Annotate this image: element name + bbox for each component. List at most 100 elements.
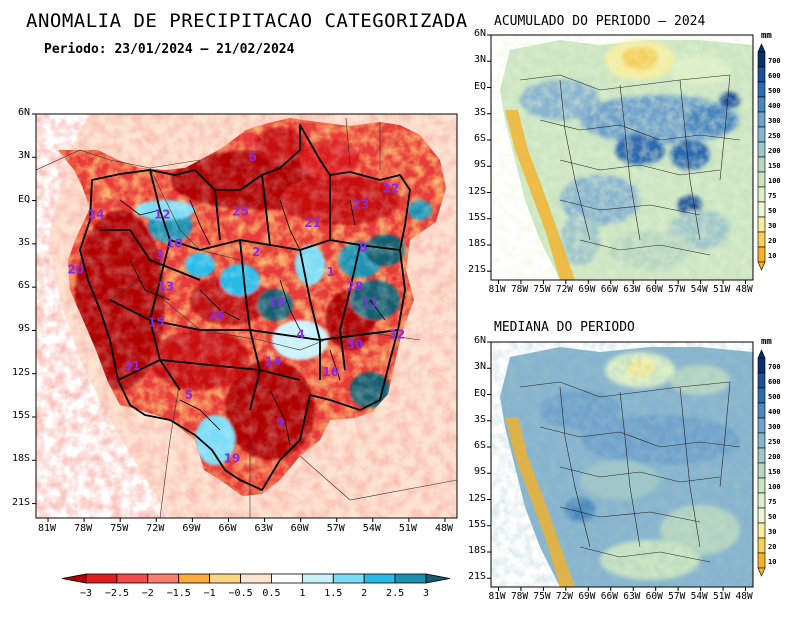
colorbar-label: −3 <box>79 588 93 599</box>
mm-tick-label: 300 <box>768 117 781 125</box>
mediana-map <box>491 342 753 587</box>
basin-label: 14 <box>265 355 282 369</box>
lat-tick-label: 3N <box>473 361 486 373</box>
mm-swatch <box>757 357 766 374</box>
mm-tick-label: 100 <box>768 177 781 185</box>
colorbar-label: 1 <box>299 588 306 599</box>
mm-swatch <box>757 126 766 143</box>
lon-tick-label: 72W <box>555 284 574 295</box>
mm-tick-label: 50 <box>768 207 777 215</box>
mm-tick-label: 75 <box>768 498 777 506</box>
lon-tick-label: 54W <box>690 284 708 295</box>
lon-tick-label: 78W <box>510 591 529 602</box>
lat-tick-label: EQ <box>17 193 30 205</box>
mm-tick-label: 600 <box>768 378 781 386</box>
basin-label: 2 <box>252 245 260 259</box>
basin-label: 1 <box>327 265 335 279</box>
mm-swatch <box>757 246 766 263</box>
basin-label: 4 <box>296 327 304 341</box>
lon-tick-label: 81W <box>488 591 506 602</box>
lon-tick-label: 63W <box>623 591 641 602</box>
lon-tick-label: 66W <box>600 284 618 295</box>
mm-swatch <box>757 81 766 98</box>
lon-tick-label: 60W <box>645 591 663 602</box>
lon-tick-label: 69W <box>182 523 201 534</box>
mm-tick-label: 10 <box>768 252 777 260</box>
mm-tick-label: 400 <box>768 102 781 110</box>
lat-tick-label: 9S <box>473 159 486 171</box>
mm-tick-label: 200 <box>768 453 781 461</box>
lat-tick-label: 9S <box>473 466 486 478</box>
basin-label: 20 <box>67 262 84 276</box>
mm-swatch <box>757 43 766 53</box>
colorbar-swatch <box>425 573 451 584</box>
lon-tick-label: 54W <box>362 523 381 534</box>
mm-swatch <box>757 51 766 68</box>
lat-tick-label: 3N <box>473 54 486 66</box>
mm-tick-label: 20 <box>768 543 777 551</box>
mm-unit-label: mm <box>761 337 772 347</box>
lon-tick-label: 57W <box>668 591 686 602</box>
lat-tick-label: 6N <box>473 28 486 39</box>
mm-tick-label: 200 <box>768 147 781 155</box>
lon-tick-label: 69W <box>578 591 596 602</box>
mm-tick-label: 20 <box>768 237 777 245</box>
basin-label: 6 <box>248 150 256 164</box>
mm-swatch <box>757 507 766 524</box>
mm-swatch <box>757 402 766 419</box>
basin-label: 5 <box>185 388 193 402</box>
basin-label: 9 <box>276 415 284 429</box>
colorbar-label: −1 <box>203 588 216 599</box>
lat-tick-label: 6S <box>17 280 30 292</box>
mm-tick-label: 75 <box>768 192 777 200</box>
colorbar-label: −1.5 <box>166 588 191 599</box>
lat-tick-label: 3S <box>473 413 486 425</box>
lon-tick-label: 63W <box>254 523 273 534</box>
lat-tick-label: 6S <box>473 133 486 144</box>
mm-swatch <box>757 462 766 479</box>
mm-swatch <box>757 216 766 233</box>
basin-label: 11 <box>362 296 379 310</box>
lon-tick-label: 81W <box>488 284 506 295</box>
mm-tick-label: 50 <box>768 513 777 521</box>
mm-swatch <box>757 156 766 173</box>
colorbar-label: −2.5 <box>104 588 129 599</box>
lon-tick-label: 66W <box>218 523 237 534</box>
lon-tick-label: 78W <box>510 284 529 295</box>
mm-swatch <box>757 477 766 494</box>
mm-tick-label: 400 <box>768 408 781 416</box>
lat-tick-label: 21S <box>467 571 486 583</box>
anomaly-colorbar <box>61 573 451 584</box>
mm-swatch <box>757 447 766 464</box>
lon-tick-label: 57W <box>668 284 686 295</box>
colorbar-label: 3 <box>422 588 430 599</box>
lon-tick-label: 66W <box>600 591 618 602</box>
lat-tick-label: 18S <box>11 453 30 465</box>
basin-label: 26 <box>208 309 225 323</box>
mm-tick-label: 700 <box>768 57 781 65</box>
mm-tick-label: 30 <box>768 222 777 230</box>
lat-tick-label: EQ <box>473 80 486 92</box>
mm-swatch <box>757 552 766 569</box>
lon-tick-label: 51W <box>713 591 731 602</box>
colorbar-label: 0.5 <box>262 588 281 599</box>
mm-tick-label: 600 <box>768 72 781 80</box>
lon-tick-label: 75W <box>110 523 129 534</box>
lon-tick-label: 78W <box>74 523 93 534</box>
lon-tick-label: 48W <box>434 523 454 534</box>
mm-swatch <box>757 96 766 113</box>
lat-tick-label: 21S <box>467 264 486 276</box>
lon-tick-label: 75W <box>533 591 551 602</box>
mm-swatch <box>757 522 766 539</box>
lon-tick-label: 51W <box>713 284 731 295</box>
lon-tick-label: 51W <box>398 523 417 534</box>
mm-colorbar-mediana <box>757 349 766 577</box>
mm-tick-label: 500 <box>768 393 781 401</box>
basin-label: 22 <box>382 182 399 196</box>
lon-tick-label: 60W <box>290 523 309 534</box>
mm-swatch <box>757 432 766 449</box>
period-subtitle: Periodo: 23/01/2024 — 21/02/2024 <box>44 42 295 57</box>
lat-tick-label: 6N <box>17 107 30 118</box>
basin-label: 8 <box>359 241 367 255</box>
